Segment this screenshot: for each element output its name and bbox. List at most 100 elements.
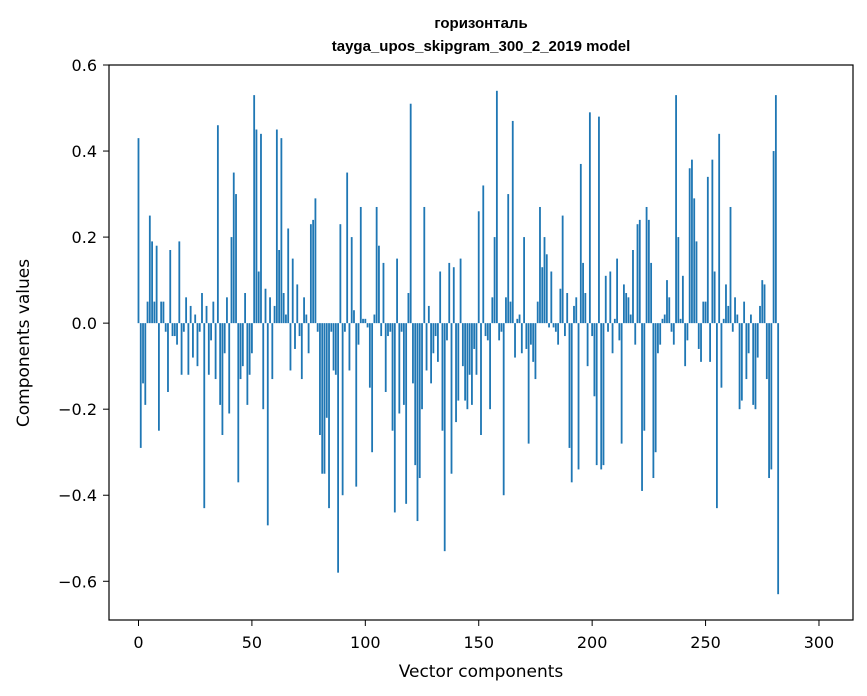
bar-272: [754, 323, 757, 410]
bar-168: [518, 314, 521, 324]
bar-273: [756, 323, 759, 358]
bar-5: [148, 215, 151, 324]
bar-141: [457, 323, 460, 401]
bar-252: [709, 323, 711, 362]
y-tick-label-4: 0.2: [72, 228, 97, 247]
bar-154: [486, 323, 489, 341]
bar-55: [262, 323, 265, 410]
x-tick-label-150: 150: [463, 633, 494, 652]
bar-202: [595, 323, 598, 466]
bar-268: [745, 323, 748, 380]
x-tick-label-100: 100: [350, 633, 381, 652]
bar-70: [296, 284, 299, 324]
bar-225: [647, 219, 650, 324]
bar-122: [414, 323, 417, 466]
bar-21: [185, 297, 188, 324]
bar-2: [142, 323, 144, 384]
x-tick-label-200: 200: [577, 633, 608, 652]
bar-90: [341, 323, 344, 496]
bar-6: [151, 241, 153, 324]
bar-28: [201, 293, 203, 324]
bar-8: [155, 245, 158, 324]
bar-191: [570, 323, 573, 483]
bar-281: [774, 95, 777, 324]
bar-246: [695, 241, 698, 324]
bar-147: [471, 323, 473, 405]
bar-109: [384, 323, 387, 392]
bar-149: [475, 323, 478, 375]
bar-121: [412, 323, 414, 384]
bar-59: [271, 323, 274, 380]
bar-19: [180, 323, 183, 375]
bar-142: [459, 258, 462, 324]
bar-243: [688, 168, 691, 324]
bar-42: [232, 172, 235, 324]
bar-80: [319, 323, 321, 435]
bar-261: [729, 206, 732, 324]
bar-91: [344, 323, 346, 332]
bar-228: [654, 323, 657, 453]
bar-208: [609, 271, 612, 324]
bar-132: [437, 323, 439, 362]
bar-108: [382, 262, 385, 324]
bar-96: [355, 323, 358, 487]
bar-172: [527, 323, 530, 444]
bar-187: [561, 215, 564, 324]
x-tick-label-300: 300: [804, 633, 835, 652]
bar-237: [675, 95, 677, 324]
x-tick-label-0: 0: [133, 633, 143, 652]
bar-242: [686, 323, 689, 341]
bar-177: [539, 206, 541, 324]
bar-245: [693, 198, 696, 324]
bar-118: [405, 323, 408, 504]
bar-175: [534, 323, 537, 380]
bar-60: [273, 305, 276, 324]
bar-83: [325, 323, 328, 418]
bar-53: [257, 271, 260, 324]
bar-258: [722, 318, 725, 324]
bar-39: [226, 297, 228, 324]
bar-274: [759, 305, 761, 324]
bar-23: [189, 305, 192, 324]
bar-266: [740, 323, 743, 401]
bar-236: [672, 323, 675, 345]
bar-227: [652, 323, 655, 479]
bar-153: [484, 323, 487, 337]
bar-223: [643, 323, 646, 431]
bar-72: [300, 323, 303, 380]
bar-260: [727, 305, 730, 324]
bar-210: [613, 318, 616, 324]
bar-16: [173, 323, 176, 337]
bar-207: [607, 323, 609, 332]
y-tick-label-3: 0.0: [72, 314, 97, 333]
bar-255: [716, 323, 718, 509]
chart-title: горизонталь tayga_upos_skipgram_300_2_20…: [332, 15, 631, 55]
bar-232: [663, 314, 666, 324]
bar-41: [230, 237, 233, 324]
bar-26: [196, 323, 199, 367]
bar-81: [321, 323, 324, 474]
bar-174: [532, 323, 535, 362]
bar-216: [627, 297, 630, 324]
bar-253: [711, 159, 714, 324]
bar-54: [260, 133, 262, 324]
bar-136: [446, 323, 448, 341]
bar-138: [450, 323, 453, 474]
bar-275: [761, 280, 764, 324]
bar-115: [398, 323, 401, 414]
x-axis-label: Vector components: [399, 662, 564, 682]
bar-179: [543, 237, 546, 324]
chart-title-line2: tayga_upos_skipgram_300_2_2019 model: [332, 38, 631, 55]
bar-87: [334, 323, 337, 375]
bar-148: [473, 323, 476, 349]
y-tick-label-2: −0.2: [58, 400, 97, 419]
bar-100: [364, 318, 367, 324]
bar-105: [375, 206, 378, 324]
bar-15: [171, 323, 174, 337]
bar-226: [650, 262, 653, 324]
bar-22: [187, 323, 190, 375]
bar-249: [702, 301, 705, 324]
bar-57: [266, 323, 269, 526]
bar-221: [638, 219, 641, 324]
bar-51: [253, 95, 256, 324]
